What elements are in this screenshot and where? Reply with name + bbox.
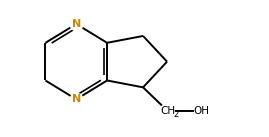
Text: N: N <box>72 19 81 29</box>
Text: 2: 2 <box>173 110 178 119</box>
Text: CH: CH <box>160 106 175 116</box>
Text: OH: OH <box>194 106 210 116</box>
Text: N: N <box>72 94 81 104</box>
